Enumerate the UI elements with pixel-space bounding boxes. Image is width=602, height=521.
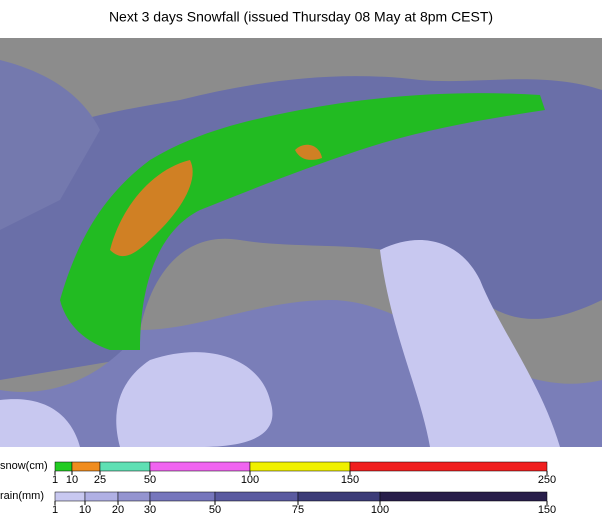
legend-swatch: [54, 461, 73, 472]
legend-tick-label: 10: [79, 504, 91, 516]
legend-label: rain(mm): [0, 490, 44, 502]
legend-swatch: [54, 491, 86, 502]
sea-light: [0, 399, 80, 447]
legend-tick-label: 50: [209, 504, 221, 516]
legend-swatch: [349, 461, 548, 472]
legend-tick-label: 150: [341, 474, 359, 486]
legend-tick-label: 250: [538, 474, 556, 486]
legend-tick-label: 30: [144, 504, 156, 516]
map: [0, 38, 602, 447]
snow-area: [60, 93, 545, 350]
legend-tick-label: 50: [144, 474, 156, 486]
legend-tick-label: 100: [371, 504, 389, 516]
legend-tick-label: 10: [66, 474, 78, 486]
legend-tick-label: 1: [52, 474, 58, 486]
legend-tick-label: 100: [241, 474, 259, 486]
legend-swatch: [297, 491, 381, 502]
legend-swatch: [99, 461, 151, 472]
snow-area-heavy: [295, 144, 322, 160]
map-title: Next 3 days Snowfall (issued Thursday 08…: [109, 9, 493, 25]
legend-swatch: [379, 491, 548, 502]
legend-tick-label: 25: [94, 474, 106, 486]
legend-swatch: [84, 491, 119, 502]
legend-swatch: [71, 461, 101, 472]
sea-light: [380, 240, 560, 447]
rain-area: [0, 76, 602, 380]
legends: snow(cm) 1 10 25 50 100 150 250 rain(mm) 1 10 20 30 5…: [0, 460, 556, 516]
legend-tick-label: 20: [112, 504, 124, 516]
legend-swatch: [117, 491, 151, 502]
snow-area-heavy: [110, 160, 193, 257]
legend-tick-label: 1: [52, 504, 58, 516]
legend-swatch: [249, 461, 351, 472]
legend-swatch: [149, 461, 251, 472]
legend-tick-label: 75: [292, 504, 304, 516]
legend-swatch: [214, 491, 299, 502]
rain-area: [0, 60, 100, 230]
legend-tick-label: 150: [538, 504, 556, 516]
sea-light: [116, 352, 273, 447]
legend-swatch: [149, 491, 216, 502]
legend-label: snow(cm): [0, 460, 48, 472]
